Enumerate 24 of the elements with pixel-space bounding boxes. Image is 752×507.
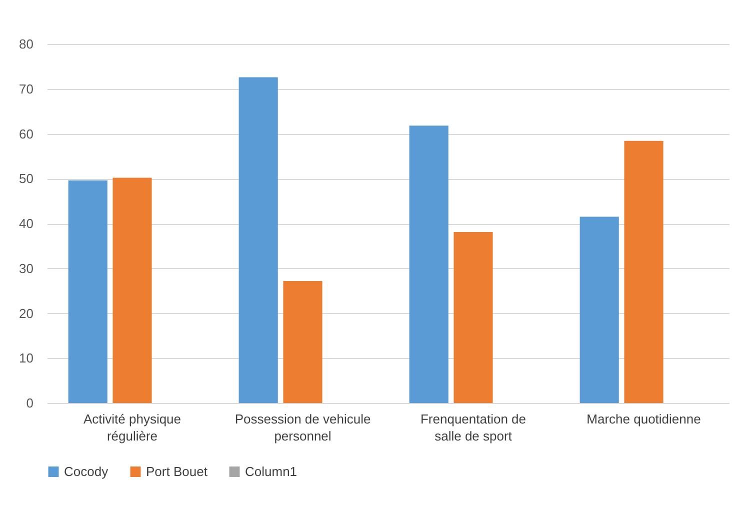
y-tick-label: 80: [19, 36, 34, 52]
bar: [68, 180, 108, 403]
y-tick-label: 10: [19, 350, 34, 366]
y-tick-label: 30: [19, 260, 34, 276]
bar: [624, 140, 664, 403]
x-tick-label: Activité physique régulière: [83, 412, 182, 444]
legend-label: Port Bouet: [146, 464, 208, 479]
y-tick-label: 20: [19, 306, 34, 321]
bar: [409, 126, 448, 403]
x-tick-label: Possession de vehicule personnel: [234, 412, 371, 444]
legend-label: Cocody: [64, 464, 109, 479]
y-tick-label: 70: [19, 81, 34, 96]
y-tick-label: 60: [19, 126, 34, 142]
x-tick-label: Marche quotidienne: [586, 412, 701, 426]
y-tick-label: 40: [19, 216, 34, 231]
bar: [580, 216, 619, 403]
x-tick-label: Frenquentation de salle de sport: [420, 412, 526, 444]
y-tick-label: 50: [19, 171, 34, 186]
legend-label: Column1: [245, 464, 298, 479]
bar: [454, 232, 493, 403]
bar: [238, 77, 278, 403]
y-tick-label: 0: [26, 396, 34, 410]
bar: [283, 280, 322, 403]
bar: [112, 178, 152, 403]
